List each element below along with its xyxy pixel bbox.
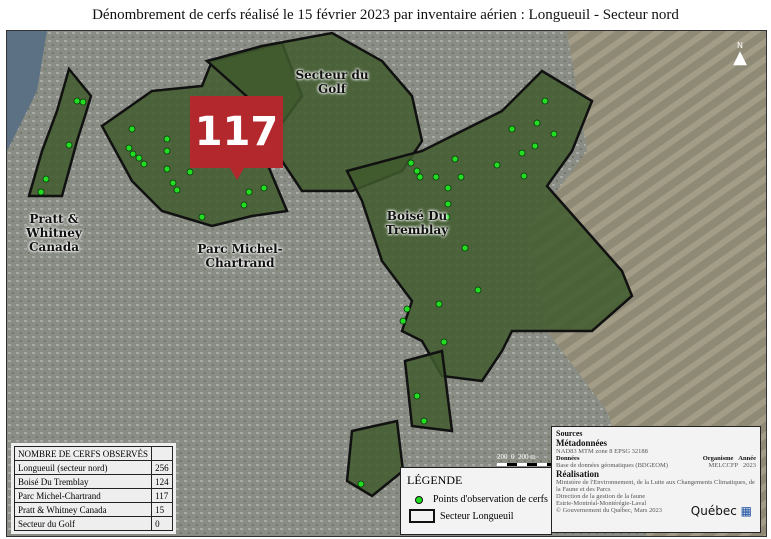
row-count: 124 xyxy=(151,474,173,489)
map-title: Dénombrement de cerfs réalisé le 15 févr… xyxy=(92,7,679,23)
realisation-ministry: Ministère de l'Environnement, de la Lutt… xyxy=(556,479,755,493)
deer-observation-point xyxy=(413,167,421,175)
copyright: © Gouvernement du Québec, Mars 2023 xyxy=(556,507,663,514)
deer-observation-point xyxy=(531,142,539,150)
deer-observation-point xyxy=(125,144,133,152)
table-row: Parc Michel-Chartrand 117 xyxy=(13,488,173,503)
row-name: Parc Michel-Chartrand xyxy=(13,488,153,503)
metadata-heading: Métadonnées xyxy=(556,438,607,448)
year-heading: Année xyxy=(738,455,756,462)
map-view[interactable]: N ▲ 117 Secteur du Golf Pratt & Whitney C… xyxy=(6,30,767,537)
label-parc-michel-chartrand: Parc Michel-Chartrand xyxy=(197,242,283,270)
deer-observation-point xyxy=(260,184,268,192)
table-header: NOMBRE DE CERFS OBSERVÉS xyxy=(13,446,153,461)
deer-observation-point xyxy=(444,200,452,208)
deer-observation-point xyxy=(37,188,45,196)
row-count: 0 xyxy=(151,516,173,531)
sector-outline-icon xyxy=(409,509,435,523)
deer-observation-point xyxy=(128,125,136,133)
row-count: 256 xyxy=(151,460,173,475)
deer-observation-point xyxy=(451,155,459,163)
deer-observation-point xyxy=(444,184,452,192)
sources-panel: Sources Métadonnées NAD83 MTM zone 8 EPS… xyxy=(551,426,761,533)
deer-observation-point xyxy=(420,417,428,425)
deer-observation-point xyxy=(186,168,194,176)
deer-observation-point xyxy=(407,159,415,167)
deer-observation-point xyxy=(198,213,206,221)
deer-observation-point xyxy=(163,165,171,173)
observation-point-icon xyxy=(415,495,423,504)
sources-heading: Sources xyxy=(556,429,583,438)
deer-observation-point xyxy=(79,98,87,106)
label-pratt-whitney: Pratt & Whitney Canada xyxy=(26,212,82,254)
label-boise-du-tremblay: Boisé Du Tremblay xyxy=(385,209,449,237)
deer-observation-point xyxy=(399,317,407,325)
deer-observation-point xyxy=(508,125,516,133)
deer-observation-point xyxy=(474,286,482,294)
deer-observation-point xyxy=(403,305,411,313)
deer-observation-point xyxy=(173,186,181,194)
deer-observation-point xyxy=(457,173,465,181)
deer-observation-point xyxy=(541,97,549,105)
row-name: Boisé Du Tremblay xyxy=(13,474,153,489)
year-text: 2023 xyxy=(743,462,756,469)
table-row: Secteur du Golf 0 xyxy=(13,516,173,531)
deer-observation-point xyxy=(413,392,421,400)
sector-south-1[interactable] xyxy=(403,349,454,433)
table-row: Longueuil (secteur nord) 256 xyxy=(13,460,173,475)
deer-observation-point xyxy=(435,300,443,308)
sector-south-2[interactable] xyxy=(345,419,405,498)
row-count: 117 xyxy=(151,488,173,503)
deer-observation-point xyxy=(550,130,558,138)
deer-observation-point xyxy=(432,173,440,181)
deer-observation-point xyxy=(520,172,528,180)
north-label: N xyxy=(737,41,743,50)
data-heading: Données xyxy=(556,455,580,462)
table-row: Pratt & Whitney Canada 15 xyxy=(13,502,173,517)
deer-observation-point xyxy=(129,150,137,158)
deer-observation-point xyxy=(135,154,143,162)
row-count: 15 xyxy=(151,502,173,517)
deer-observation-point xyxy=(533,119,541,127)
legend-sector-label: Secteur Longueuil xyxy=(440,510,514,522)
deer-observation-point xyxy=(493,161,501,169)
realisation-heading: Réalisation xyxy=(556,469,600,479)
row-name: Pratt & Whitney Canada xyxy=(13,502,153,517)
row-name: Longueuil (secteur nord) xyxy=(13,460,153,475)
deer-observation-point xyxy=(461,244,469,252)
metadata-text: NAD83 MTM zone 8 EPSG 32188 xyxy=(556,448,648,455)
sector-boise-du-tremblay[interactable] xyxy=(345,69,634,383)
deer-observation-point xyxy=(73,97,81,105)
row-name: Secteur du Golf xyxy=(13,516,153,531)
deer-observation-point xyxy=(245,188,253,196)
deer-observation-point xyxy=(163,135,171,143)
north-arrow-icon: N ▲ xyxy=(730,41,750,67)
deer-observation-point xyxy=(416,173,424,181)
legend: LÉGENDE Points d'observation de cerfs Se… xyxy=(400,467,552,535)
realisation-region: Estrie-Montréal-Montérégie-Laval xyxy=(556,500,647,507)
deer-observation-point xyxy=(518,149,526,157)
legend-title: LÉGENDE xyxy=(407,473,463,487)
data-text: Base de données géomatiques (BDGEOM) xyxy=(556,462,668,469)
quebec-logo: Québec ▦ xyxy=(690,504,752,518)
deer-observation-point xyxy=(163,147,171,155)
deer-observation-point xyxy=(42,175,50,183)
org-heading: Organisme xyxy=(702,455,734,462)
org-text: MELCCFP xyxy=(708,462,739,469)
deer-observation-point xyxy=(169,179,177,187)
deer-observation-point xyxy=(240,201,248,209)
deer-observation-point xyxy=(65,141,73,149)
realisation-direction: Direction de la gestion de la faune xyxy=(556,493,646,500)
deer-observation-point xyxy=(140,160,148,168)
deer-observation-point xyxy=(357,480,365,488)
scale-bar: 200 0 200 m xyxy=(497,453,557,466)
label-secteur-golf: Secteur du Golf xyxy=(295,68,369,96)
deer-observation-point xyxy=(443,213,451,221)
legend-points-label: Points d'observation de cerfs xyxy=(433,494,548,505)
deer-count-table: NOMBRE DE CERFS OBSERVÉS Longueuil (sect… xyxy=(11,443,176,534)
deer-count-callout: 117 xyxy=(190,96,283,180)
table-row: Boisé Du Tremblay 124 xyxy=(13,474,173,489)
deer-observation-point xyxy=(440,338,448,346)
